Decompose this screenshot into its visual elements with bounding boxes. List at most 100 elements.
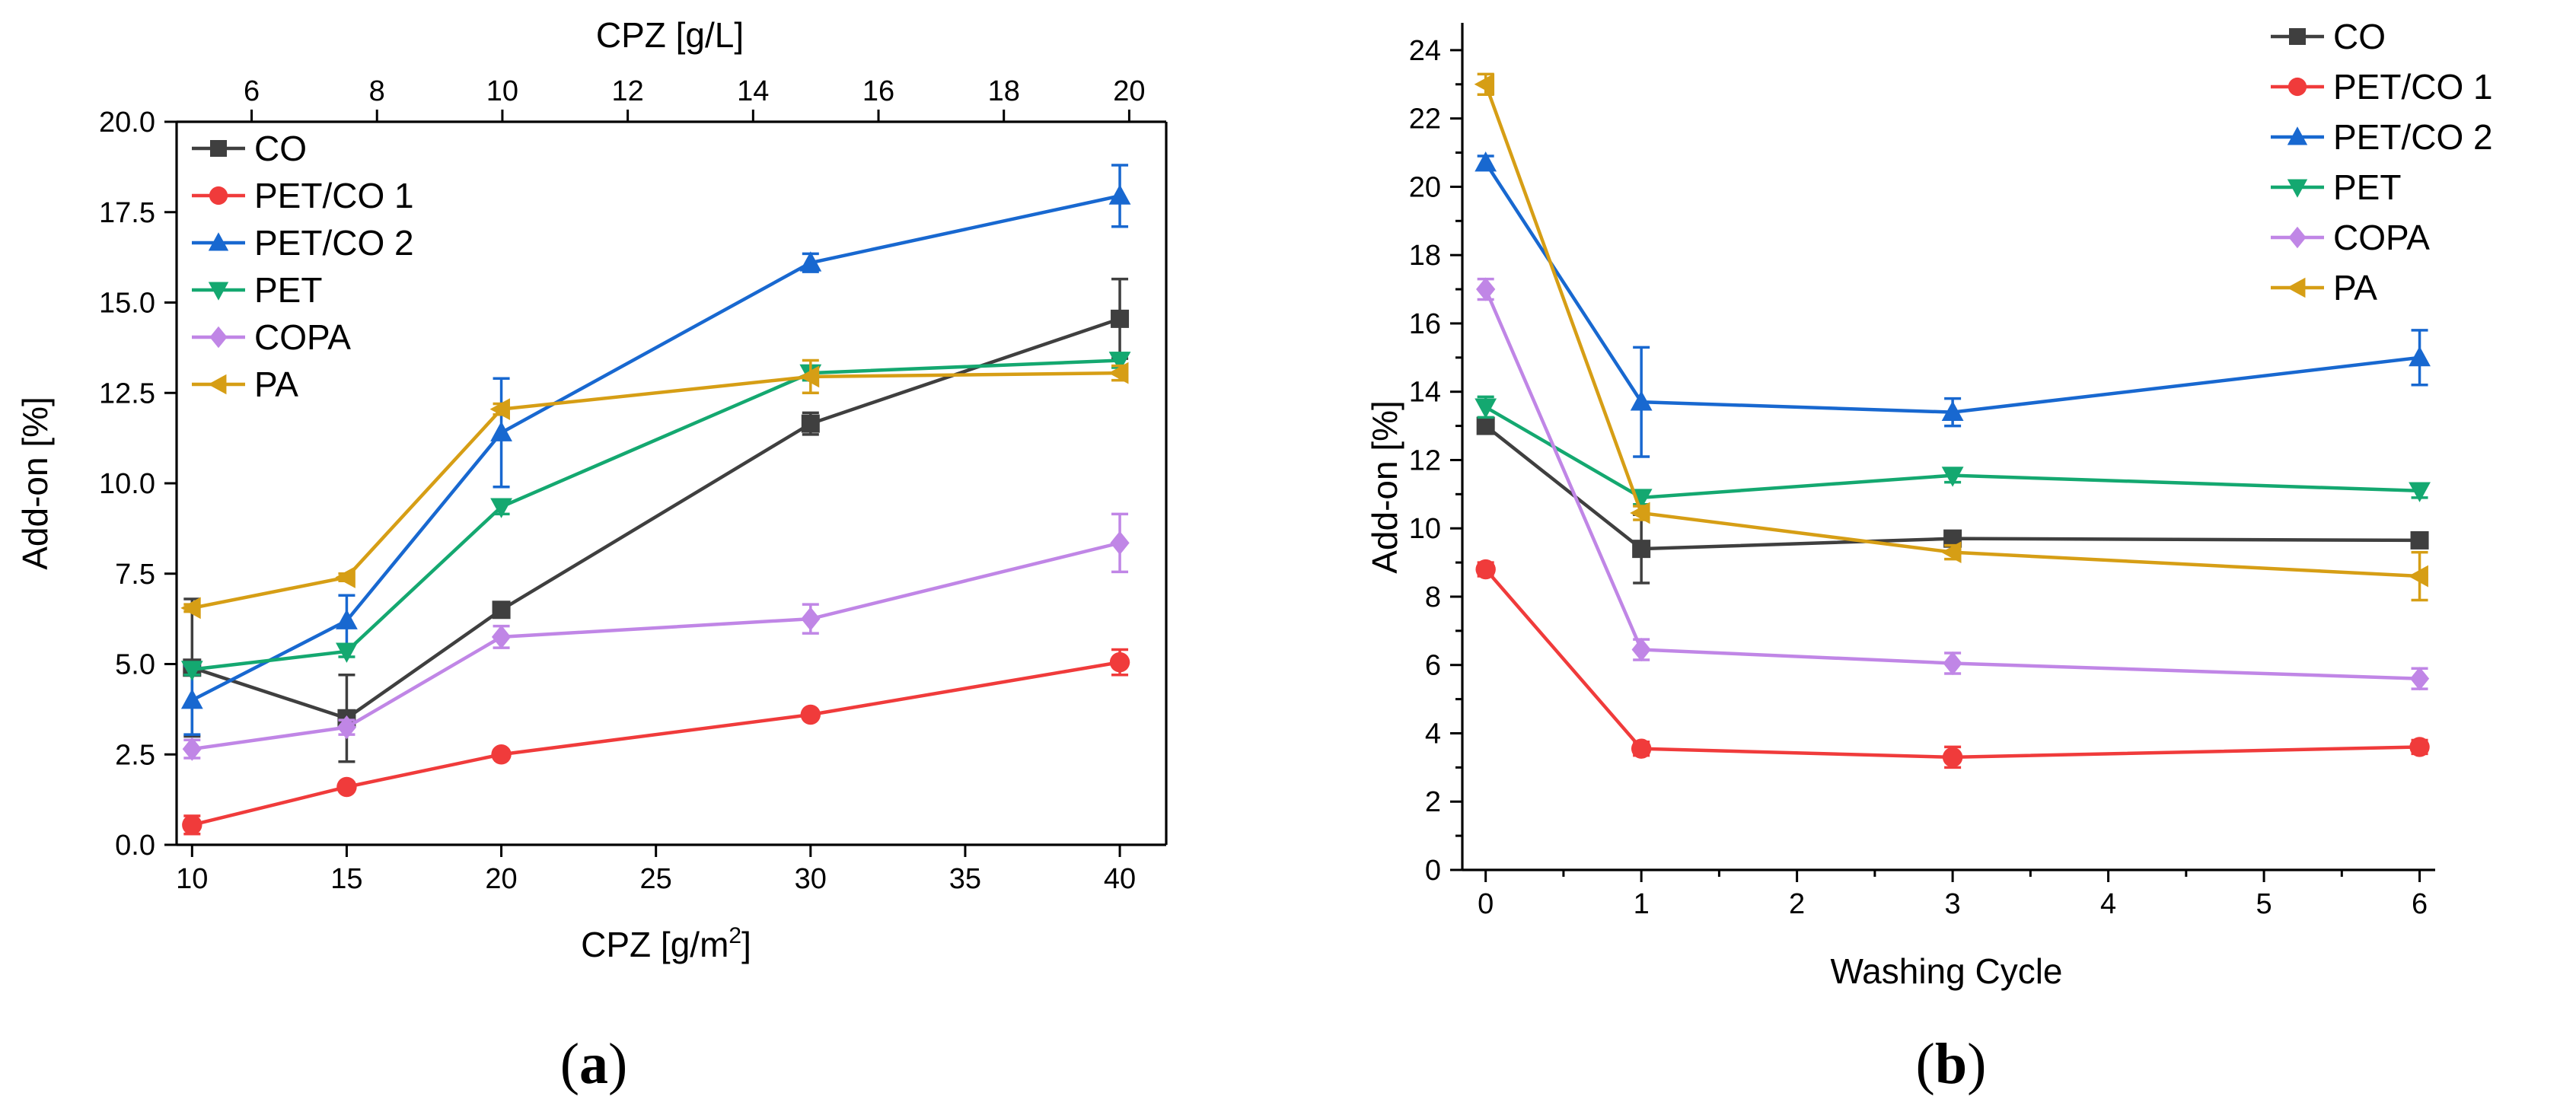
series-co <box>1476 416 2429 585</box>
panel-b-label-letter: b <box>1935 1032 1967 1096</box>
panel-a-x-axis-title-end: ] <box>741 925 751 964</box>
x-tick-label: 2 <box>1789 888 1805 920</box>
series-line-co <box>1484 424 2420 551</box>
data-point-pa <box>1941 541 1962 564</box>
x-tick-label: 3 <box>1945 888 1961 920</box>
y-tick-label: 0.0 <box>115 830 155 862</box>
x-tick-label: 15 <box>330 863 362 895</box>
series-line-co <box>191 317 1121 721</box>
data-point-pet <box>490 498 512 518</box>
x-tick-label: 35 <box>949 863 981 895</box>
data-point-co <box>801 414 820 433</box>
legend-marker-co <box>210 140 227 157</box>
top-tick-label: 20 <box>1113 75 1145 107</box>
data-point-pet-co-1 <box>336 776 357 798</box>
data-point-co <box>1111 309 1130 328</box>
data-point-co <box>1476 416 1495 435</box>
series-line-pet-co-2 <box>1484 161 2420 414</box>
x-tick-label: 1 <box>1634 888 1650 920</box>
data-point-pet <box>1941 467 1964 487</box>
legend-marker-pet-co-1 <box>2287 77 2307 97</box>
x-tick-label: 0 <box>1478 888 1494 920</box>
data-point-pa <box>1474 73 1495 96</box>
y-tick-label: 7.5 <box>115 559 155 591</box>
y-tick-label: 4 <box>1425 718 1441 750</box>
panel-a-label: (a) <box>560 1032 628 1096</box>
y-tick-label: 22 <box>1409 104 1441 135</box>
legend-marker-pet-co-2 <box>2287 126 2308 145</box>
legend-marker-pet-co-1 <box>209 186 228 205</box>
series-line-pet-co-1 <box>191 660 1121 827</box>
y-tick-label: 10.0 <box>99 468 155 500</box>
panel-a-label-open: ( <box>560 1032 579 1096</box>
data-point-pet-co-1 <box>1109 651 1130 673</box>
x-tick-label: 20 <box>485 863 517 895</box>
x-tick-label: 30 <box>795 863 827 895</box>
data-point-pet-co-2 <box>799 251 822 272</box>
legend-item-pet-co-2: PET/CO 2 <box>2271 117 2493 157</box>
data-point-co <box>1632 540 1651 559</box>
top-tick-label: 14 <box>737 75 769 107</box>
series-pa <box>1474 72 2428 602</box>
data-point-pa <box>2408 565 2428 588</box>
panel-a-x-ticks: 10 15 20 25 30 35 40 <box>176 845 1136 895</box>
data-point-copa <box>491 625 512 649</box>
data-point-copa <box>2409 667 2430 691</box>
series-line-pet <box>1484 405 2420 500</box>
series-line-pet-co-1 <box>1484 568 2420 760</box>
legend-label: CO <box>2333 17 2386 56</box>
top-tick-label: 8 <box>369 75 385 107</box>
panel-a-x-axis-title-superscript: 2 <box>728 923 741 948</box>
x-tick-label: 10 <box>176 863 208 895</box>
data-point-copa <box>336 715 357 740</box>
legend-label: CO <box>254 129 307 168</box>
y-tick-label: 20 <box>1409 171 1441 203</box>
legend-label: PA <box>2333 268 2377 307</box>
y-tick-label: 12.5 <box>99 378 155 409</box>
y-tick-label: 12 <box>1409 444 1441 476</box>
panel-b-x-axis-title: Washing Cycle <box>1830 951 2062 991</box>
legend-label: PA <box>254 365 298 404</box>
legend-label: PET/CO 1 <box>254 176 414 215</box>
data-point-pet-co-2 <box>1941 400 1964 422</box>
top-tick-label: 12 <box>611 75 643 107</box>
panel-a-legend: CO PET/CO 1 PET/CO 2 PET COPA PA <box>192 129 414 404</box>
series-pet-co-2 <box>1475 151 2431 458</box>
series-line-pet-co-2 <box>191 194 1121 702</box>
data-point-pet-co-1 <box>800 704 821 725</box>
data-point-copa <box>1476 277 1496 301</box>
y-tick-label: 2.5 <box>115 739 155 771</box>
series-pet-co-1 <box>1475 559 2430 769</box>
y-tick-label: 14 <box>1409 377 1441 409</box>
series-pa <box>180 358 1129 620</box>
data-point-copa <box>1631 637 1651 662</box>
legend-label: COPA <box>2333 218 2430 257</box>
series-line-pa <box>191 371 1121 610</box>
legend-label: PET/CO 2 <box>254 223 414 263</box>
legend-label: PET <box>2333 167 2401 207</box>
legend-marker-co <box>2289 28 2306 45</box>
panel-b-y-axis-title: Add-on [%] <box>1365 400 1404 574</box>
y-tick-label: 18 <box>1409 240 1441 272</box>
y-tick-label: 0 <box>1425 855 1441 887</box>
panel-a-series-group <box>180 164 1131 836</box>
panel-a-x-axis-title-main: CPZ [g/m <box>581 925 728 964</box>
panel-a-chart: 10 15 20 25 30 35 40 0.0 2.5 5.0 7.5 10.0 12.5 15.0 1… <box>15 15 1168 1096</box>
x-tick-label: 4 <box>2100 888 2116 920</box>
data-point-copa <box>182 737 202 761</box>
series-pet-co-2 <box>180 164 1131 736</box>
legend-label: PET/CO 1 <box>2333 67 2493 107</box>
panel-b-label: (b) <box>1916 1032 1987 1096</box>
y-tick-label: 5.0 <box>115 649 155 681</box>
x-tick-label: 40 <box>1104 863 1136 895</box>
legend-item-pa: PA <box>192 365 298 404</box>
y-tick-label: 10 <box>1409 513 1441 545</box>
data-point-pet-co-2 <box>2409 346 2431 367</box>
x-tick-label: 25 <box>640 863 672 895</box>
y-tick-label: 24 <box>1409 35 1441 67</box>
series-line-pa <box>1484 84 2420 578</box>
panel-b-label-open: ( <box>1916 1032 1935 1096</box>
legend-item-pet-co-2: PET/CO 2 <box>192 223 414 263</box>
